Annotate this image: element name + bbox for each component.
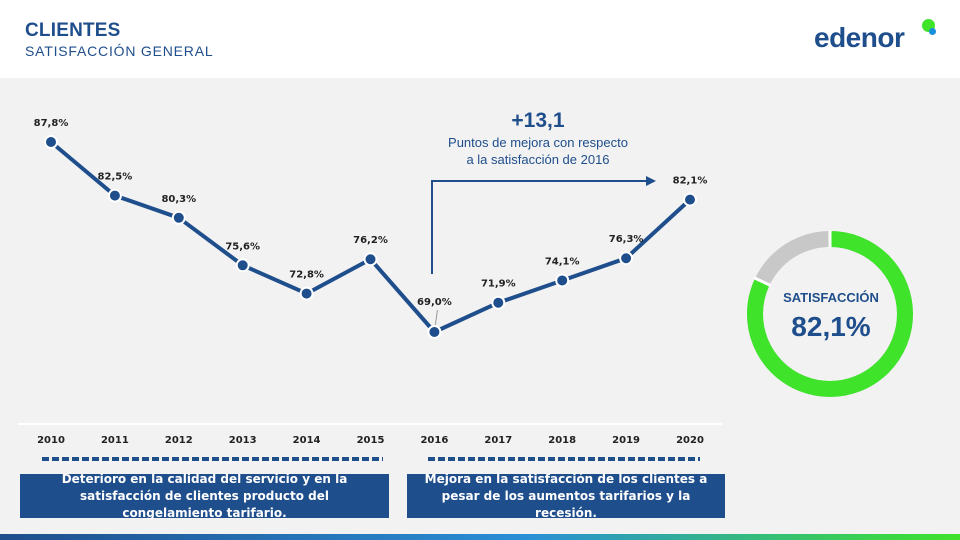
data-label: 75,6% — [225, 241, 260, 252]
data-point — [44, 135, 58, 149]
arrow-head-icon — [646, 176, 656, 186]
x-tick-label: 2010 — [37, 435, 65, 446]
data-label: 71,9% — [481, 279, 516, 290]
data-label: 87,8% — [34, 118, 69, 129]
data-label: 82,5% — [98, 172, 133, 183]
data-points — [44, 135, 697, 339]
header: CLIENTES SATISFACCIÓN GENERAL edenor — [0, 0, 960, 78]
x-tick-label: 2016 — [420, 435, 448, 446]
data-point — [491, 295, 506, 310]
x-tick-label: 2012 — [165, 435, 193, 446]
x-tick-label: 2014 — [293, 435, 321, 446]
x-tick-labels: 2010 2011 2012 2013 2014 2015 2016 2017 2018 2019… — [37, 435, 704, 446]
data-point — [107, 188, 122, 203]
data-point — [235, 258, 250, 273]
improvement-text-line-1: Puntos de mejora con respecto — [448, 135, 628, 150]
bottom-gradient-bar — [0, 534, 960, 540]
logo-dot-blue-icon — [929, 28, 936, 35]
improvement-annotation: +13,1 Puntos de mejora con respecto a la… — [448, 109, 628, 167]
data-label: 80,3% — [161, 194, 196, 205]
data-point — [619, 251, 634, 266]
data-point — [427, 325, 442, 339]
x-tick-label: 2011 — [101, 435, 129, 446]
data-label: 74,1% — [545, 256, 580, 267]
logo-text: edenor — [814, 22, 905, 53]
page-title: CLIENTES — [25, 20, 121, 41]
page-subtitle: SATISFACCIÓN GENERAL — [25, 43, 214, 59]
data-labels: 87,8% 82,5% 80,3% 75,6% 72,8% 76,2% 69,0% 71,9%… — [34, 118, 708, 308]
donut-value: 82,1% — [791, 311, 870, 342]
right-note-box: Mejora en la satisfacción de los cliente… — [407, 472, 725, 520]
data-point — [683, 192, 697, 207]
x-tick-label: 2013 — [229, 435, 257, 446]
left-note-box: Deterioro en la calidad del servicio y e… — [20, 472, 389, 520]
data-point — [555, 273, 570, 288]
data-point — [299, 286, 314, 301]
donut-label: SATISFACCIÓN — [783, 290, 879, 305]
x-tick-label: 2019 — [612, 435, 640, 446]
edenor-logo: edenor — [814, 19, 944, 62]
data-label: 76,3% — [609, 234, 644, 245]
improvement-arrow-line — [431, 180, 648, 274]
improvement-text-line-2: a la satisfacción de 2016 — [466, 152, 609, 167]
donut-separator — [753, 276, 772, 287]
x-tick-label: 2020 — [676, 435, 704, 446]
improvement-arrow — [431, 176, 656, 274]
x-tick-label: 2017 — [484, 435, 512, 446]
data-point — [363, 252, 378, 267]
x-tick-label: 2015 — [357, 435, 385, 446]
data-label: 76,2% — [353, 235, 388, 246]
x-tick-label: 2018 — [548, 435, 576, 446]
label-leader-line — [434, 309, 438, 326]
improvement-value: +13,1 — [511, 109, 564, 132]
data-point — [171, 210, 186, 225]
data-label: 72,8% — [289, 270, 324, 281]
satisfaction-donut: SATISFACCIÓN 82,1% — [747, 230, 913, 397]
data-label: 82,1% — [673, 176, 708, 187]
data-label: 69,0% — [417, 297, 452, 308]
